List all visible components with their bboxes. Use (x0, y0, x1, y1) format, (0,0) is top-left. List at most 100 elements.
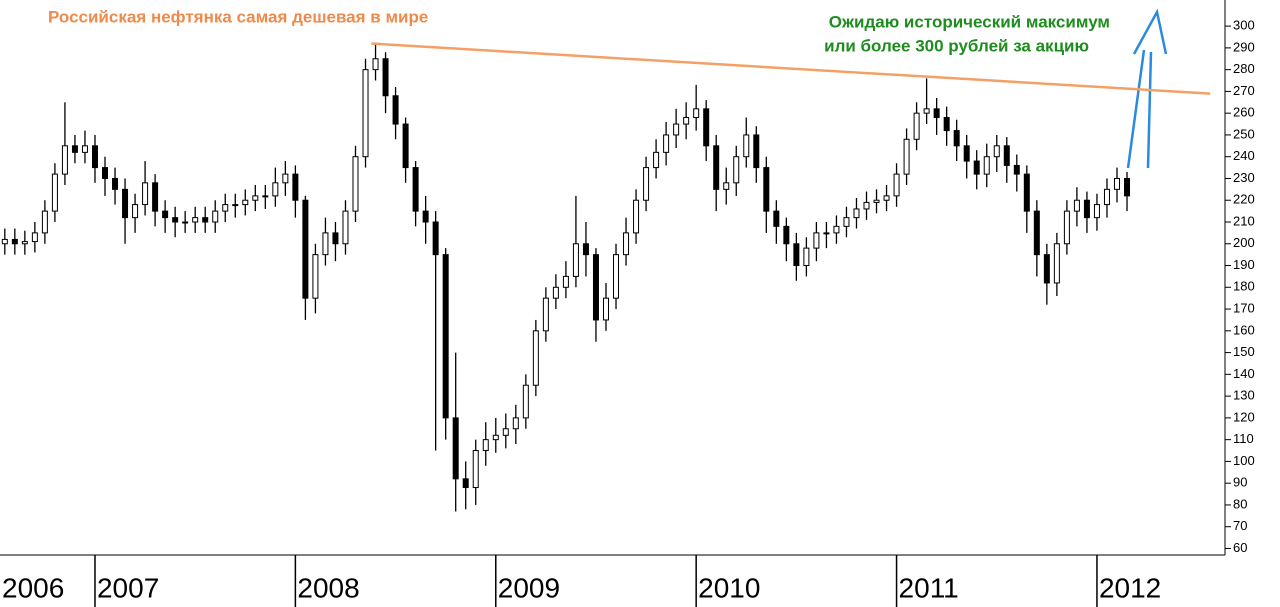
candle-body (953, 130, 960, 147)
candle-body (683, 117, 690, 125)
candle-body (422, 210, 429, 223)
candle-body (562, 275, 569, 288)
y-tick-label: 120 (1233, 409, 1255, 424)
y-tick-label: 230 (1233, 170, 1255, 185)
candle-body (843, 217, 850, 227)
candle-body (202, 217, 209, 223)
candle-body (883, 195, 890, 201)
candle-body (663, 134, 670, 153)
candle-body (723, 182, 730, 190)
candle-body (302, 199, 309, 299)
candle-body (833, 225, 840, 234)
y-tick-label: 140 (1233, 366, 1255, 381)
candle-body (542, 297, 549, 332)
candle-body (512, 417, 519, 430)
candle-body (1073, 199, 1080, 212)
y-tick-label: 200 (1233, 235, 1255, 250)
annotation: Ожидаю исторический максимум (829, 12, 1110, 31)
candle-body (1033, 210, 1040, 256)
candle-body (1124, 177, 1131, 197)
candle-body (823, 232, 830, 235)
y-tick-label: 70 (1233, 518, 1247, 533)
candle-body (643, 167, 650, 201)
y-tick-label: 90 (1233, 475, 1247, 490)
candle-body (693, 108, 700, 119)
candle-body (983, 156, 990, 175)
candle-body (993, 145, 1000, 158)
candle-body (733, 156, 740, 184)
candle-body (552, 286, 559, 299)
candle-body (432, 221, 439, 256)
candle-body (392, 95, 399, 125)
candle-body (272, 182, 279, 197)
candle-body (602, 297, 609, 321)
candle-body (703, 108, 710, 147)
y-tick-label: 220 (1233, 192, 1255, 207)
candle-body (462, 478, 469, 489)
candle-body (502, 428, 509, 436)
candle-body (1043, 254, 1050, 284)
candle-body (863, 201, 870, 210)
candle-body (873, 199, 880, 203)
y-tick-label: 260 (1233, 105, 1255, 120)
candle-body (81, 145, 88, 153)
y-tick-label: 180 (1233, 279, 1255, 294)
y-tick-label: 250 (1233, 126, 1255, 141)
y-tick-label: 110 (1233, 431, 1254, 446)
candle-body (713, 145, 720, 190)
candle-body (292, 173, 299, 201)
candle-body (31, 232, 38, 243)
candle-body (903, 138, 910, 175)
candle-body (452, 417, 459, 480)
candle-body (1093, 204, 1100, 219)
candle-body (51, 173, 58, 212)
candle-body (142, 182, 149, 206)
candle-body (372, 58, 379, 71)
candle-body (532, 330, 539, 386)
candle-body (1113, 177, 1120, 190)
candle-body (482, 439, 489, 452)
candle-body (472, 450, 479, 489)
candle-body (673, 123, 680, 136)
y-tick-label: 100 (1233, 453, 1255, 468)
candle-body (753, 134, 760, 169)
candle-body (582, 243, 589, 256)
trendline (371, 42, 1211, 95)
candle-body (21, 241, 28, 245)
candle-body (1, 238, 8, 245)
forecast-arrow (1126, 8, 1168, 169)
candle-body (492, 434, 499, 441)
candle-body (913, 112, 920, 140)
x-tick-label: 2009 (498, 572, 560, 603)
candle-body (61, 145, 68, 175)
candle-body (402, 123, 409, 169)
candle-body (232, 204, 239, 207)
candle-body (212, 210, 219, 223)
arrow-shaft (1146, 51, 1153, 169)
y-tick-label: 290 (1233, 39, 1255, 54)
y-tick-label: 160 (1233, 322, 1255, 337)
candle-body (1063, 210, 1070, 245)
x-tick-label: 2012 (1099, 572, 1161, 603)
candle-body (172, 217, 179, 223)
candle-body (773, 210, 780, 227)
candle-body (803, 247, 810, 267)
candle-body (973, 160, 980, 175)
candle-body (633, 199, 640, 234)
chart-title: Российская нефтянка самая дешевая в мире (48, 7, 428, 26)
y-tick-label: 80 (1233, 496, 1247, 511)
candle-body (943, 117, 950, 132)
candle-body (1083, 199, 1090, 219)
candle-body (11, 238, 18, 245)
y-tick-label: 280 (1233, 61, 1255, 76)
candle-body (763, 167, 770, 212)
candle-body (282, 173, 289, 184)
y-tick-label: 240 (1233, 148, 1255, 163)
candle-body (41, 210, 48, 234)
candle-body (1003, 145, 1010, 166)
candle-body (262, 195, 269, 198)
candle-body (71, 145, 78, 153)
candle-body (152, 182, 159, 212)
